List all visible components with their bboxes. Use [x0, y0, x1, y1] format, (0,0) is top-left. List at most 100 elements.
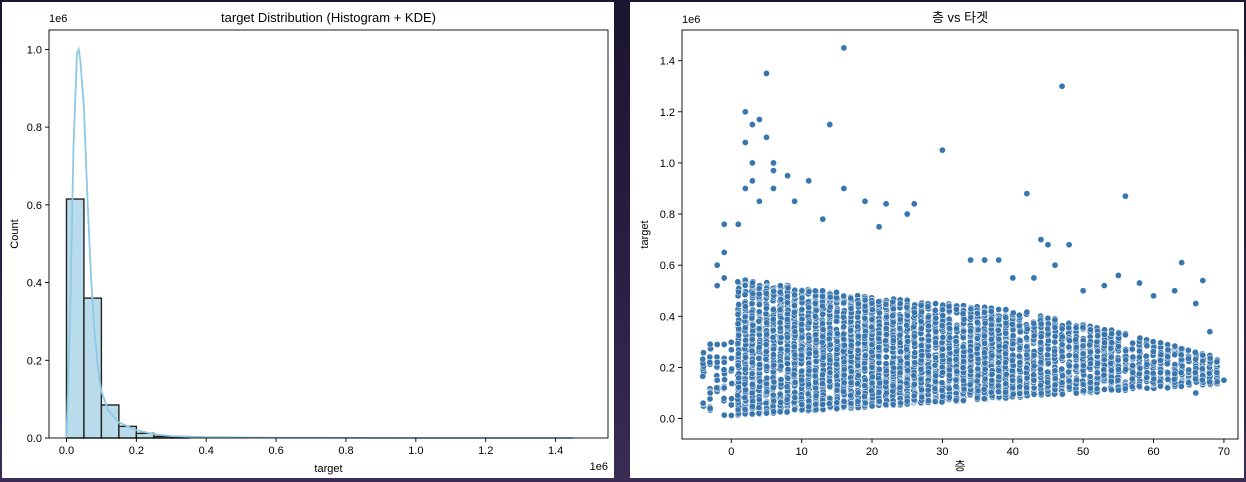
scatter-point [960, 316, 968, 323]
scatter-point [932, 300, 939, 307]
scatter-point [1023, 334, 1030, 342]
scatter-point [826, 341, 834, 349]
scatter-point [1164, 346, 1172, 354]
scatter-point [1164, 375, 1172, 383]
scatter-point [967, 367, 975, 375]
scatter-point [974, 326, 982, 334]
scatter-point [882, 360, 890, 368]
x-tick-label: 20 [866, 446, 878, 458]
scatter-point [1094, 332, 1102, 340]
scatter-point [1079, 381, 1087, 388]
scatter-point [1177, 351, 1185, 359]
scatter-point [911, 349, 919, 357]
scatter-point [883, 389, 890, 397]
scatter-point [868, 387, 875, 395]
scatter-point [890, 364, 897, 372]
scatter-point [988, 370, 996, 378]
scatter-point [918, 308, 925, 316]
scatter-point [875, 397, 883, 405]
scatter-point [735, 350, 742, 358]
scatter-point [925, 368, 932, 376]
scatter-point [910, 323, 918, 331]
scatter-point [917, 302, 925, 309]
scatter-point [903, 321, 911, 329]
scatter-point [805, 397, 813, 405]
scatter-point [805, 367, 813, 375]
x-tick-label: 10 [796, 446, 808, 458]
scatter-point [995, 382, 1002, 390]
scatter-point [763, 388, 771, 396]
scatter-point [1135, 370, 1143, 378]
scatter-point [763, 319, 770, 327]
scatter-point [903, 353, 911, 361]
scatter-point [720, 366, 728, 374]
scatter-point [1051, 324, 1059, 331]
scatter-point [741, 365, 749, 373]
x-tick-label: 1.4 [548, 445, 563, 457]
scatter-point [1108, 386, 1115, 394]
scatter-point [903, 345, 911, 353]
scatter-point [995, 316, 1002, 324]
scatter-point [1171, 351, 1178, 359]
scatter-point [770, 408, 777, 416]
scatter-point [819, 215, 827, 223]
scatter-point [1051, 367, 1059, 375]
scatter-point [1178, 362, 1186, 370]
scatter-point [1150, 292, 1158, 300]
scatter-point [755, 355, 763, 362]
scatter-point [734, 406, 742, 414]
scatter-point [1171, 342, 1179, 350]
scatter-point [1016, 377, 1024, 385]
scatter-point [1213, 358, 1221, 366]
scatter-point [861, 197, 869, 205]
scatter-point [1037, 236, 1045, 244]
scatter-point [994, 327, 1002, 334]
scatter-point [742, 386, 749, 394]
y-offset-label: 1e6 [49, 13, 67, 25]
scatter-point [1037, 333, 1045, 341]
scatter-point [917, 325, 925, 332]
scatter-point [1136, 347, 1143, 355]
scatter-point [1128, 345, 1136, 353]
scatter-point [763, 304, 770, 312]
scatter-point [734, 311, 742, 318]
scatter-point [1059, 333, 1066, 341]
histogram-panel: 0.0 0.2 0.4 0.6 0.8 1.0 1.2 1.4 0.0 0.2 0.4 0.6 0.8 1… [2, 2, 614, 478]
scatter-point [896, 331, 904, 339]
scatter-point [1009, 309, 1017, 317]
scatter-point [1199, 277, 1207, 285]
x-tick-label: 0.2 [129, 445, 144, 457]
scatter-point [805, 334, 813, 342]
scatter-point [932, 339, 939, 347]
scatter-point [748, 177, 756, 185]
scatter-point [805, 319, 813, 327]
scatter-point [910, 200, 918, 208]
scatter-point [783, 408, 791, 416]
scatter-point [798, 320, 805, 328]
scatter-point [1058, 365, 1066, 373]
scatter-point [981, 332, 988, 340]
scatter-point [1030, 377, 1038, 384]
scatter-point [953, 325, 960, 333]
scatter-point [1192, 369, 1199, 376]
scatter-point [946, 394, 953, 401]
scatter-point [988, 321, 995, 329]
scatter-point [798, 334, 806, 341]
scatter-point [1087, 326, 1094, 333]
scatter-point [812, 358, 820, 365]
scatter-point [825, 335, 833, 343]
scatter-point [1072, 362, 1080, 370]
scatter-point [966, 347, 974, 354]
scatter-point [713, 282, 721, 290]
scatter-point [783, 396, 791, 403]
scatter-point [952, 396, 960, 404]
scatter-point [755, 317, 763, 325]
scatter-point [777, 362, 785, 370]
scatter-point [811, 300, 819, 307]
scatter-point [1115, 343, 1122, 350]
scatter-point [833, 372, 841, 380]
scatter-point [1143, 342, 1151, 350]
scatter-point [981, 349, 988, 357]
scatter-point [946, 325, 953, 332]
scatter-point [959, 334, 967, 342]
